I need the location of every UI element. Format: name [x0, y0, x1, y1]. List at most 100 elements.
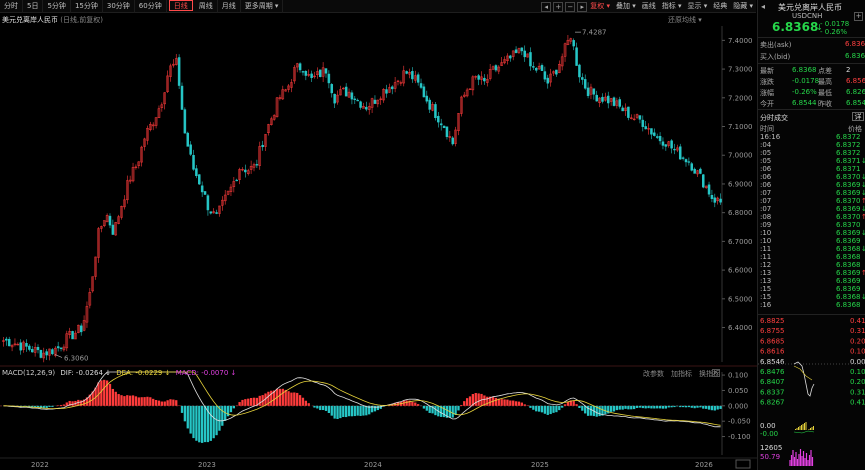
candle-body: [235, 179, 238, 182]
period-tab-8[interactable]: 月线: [218, 0, 241, 13]
divider: [758, 37, 865, 38]
add-watchlist-icon[interactable]: +: [854, 12, 863, 21]
toolbar-button-6[interactable]: 隐藏 ▾: [733, 2, 753, 10]
candle-body: [180, 85, 184, 110]
price-tick-label: 7.0000: [728, 152, 753, 160]
candle-body: [42, 352, 46, 359]
zoom-in-icon[interactable]: +: [553, 1, 564, 12]
mini-pct-label: 0.41%: [850, 317, 865, 325]
period-tab-4[interactable]: 30分钟: [103, 0, 135, 13]
candle-body: [710, 194, 714, 199]
candle-body: [212, 211, 215, 214]
macd-button-2[interactable]: 换指标: [699, 370, 720, 378]
period-tab-9[interactable]: 更多周期 ▾: [241, 0, 284, 13]
mini-macd-label: -0.00: [760, 430, 778, 438]
candle-body: [451, 137, 454, 145]
candle-body: [373, 99, 377, 104]
period-tab-0[interactable]: 分时: [0, 0, 23, 13]
candle-body: [638, 115, 642, 120]
quote-change-abs: - 0.0178: [820, 20, 850, 28]
macd-legend-dif: DIF: -0.0264 ↓: [60, 369, 112, 377]
toolbar-button-0[interactable]: 复权 ▾: [590, 2, 610, 10]
toolbar-button-4[interactable]: 显示 ▾: [687, 2, 708, 10]
trade-arrow-icon: ↓: [861, 229, 865, 237]
candle-body: [77, 324, 80, 333]
trade-time: :04: [760, 141, 772, 149]
period-tab-1[interactable]: 5日: [23, 0, 44, 13]
candle-body: [163, 92, 166, 105]
candle-body: [422, 86, 426, 98]
candle-body: [362, 105, 365, 109]
trade-time: :08: [760, 213, 772, 221]
trades-detail-button[interactable]: 详: [852, 112, 864, 121]
candle-body: [172, 63, 175, 66]
zoom-out-icon[interactable]: −: [565, 1, 576, 12]
candle-body: [278, 97, 282, 99]
divider: [758, 63, 865, 64]
candle-body: [606, 95, 610, 104]
candle-body: [186, 132, 190, 147]
macd-button-0[interactable]: 改参数: [643, 370, 664, 378]
macd-tick-label: 0.000: [728, 402, 748, 410]
toolbar-button-2[interactable]: 画线: [641, 2, 656, 10]
candle-body: [114, 222, 118, 236]
restore-ma-button[interactable]: 还原均线 ▾: [668, 16, 702, 24]
toolbar-button-5[interactable]: 经典: [713, 2, 728, 10]
candle-body: [448, 136, 452, 138]
macd-legend-name: MACD(12,26,9): [2, 369, 56, 377]
close-panel-icon[interactable]: ×: [712, 369, 720, 377]
period-tab-2[interactable]: 5分钟: [43, 0, 71, 13]
ask-value: 6.8369: [845, 40, 865, 48]
candle-body: [506, 55, 509, 61]
candle-body: [399, 82, 403, 84]
candle-body: [13, 343, 17, 346]
candle-body: [108, 215, 112, 226]
candle-body: [353, 98, 357, 100]
candle-body: [39, 349, 43, 358]
candle-body: [437, 115, 440, 123]
candle-body: [382, 88, 385, 101]
candle-body: [687, 161, 691, 163]
candle-body: [719, 198, 722, 203]
mini-intraday-chart[interactable]: 6.8825 0.41% 6.8755 0.31% 6.8685 0.20% 6.8616 0…: [758, 314, 865, 470]
candle-body: [526, 53, 529, 58]
back-icon[interactable]: ◂: [761, 2, 766, 11]
kline-chart[interactable]: 7.4000 7.3000 7.2000 7.1000 7.0000 6.9000 6.80…: [0, 0, 757, 470]
price-tick-label: 7.3000: [728, 66, 753, 74]
prev-icon[interactable]: ◂: [541, 1, 552, 12]
period-tab-5[interactable]: 60分钟: [135, 0, 167, 13]
chart-title: 美元兑离岸人民币 (日线,前复权): [2, 15, 103, 25]
stat-label: 点差: [818, 67, 832, 75]
macd-button-1[interactable]: 加指标: [671, 370, 692, 378]
mini-pct-label: 0.31%: [850, 327, 865, 335]
trade-time: :05: [760, 157, 772, 165]
candle-body: [713, 197, 717, 203]
mini-vol-label: 12605: [760, 444, 782, 452]
period-tab-3[interactable]: 15分钟: [71, 0, 103, 13]
trade-arrow-icon: ↓: [861, 189, 865, 197]
period-tab-6[interactable]: 日线: [168, 0, 193, 11]
period-tab-7[interactable]: 周线: [195, 0, 218, 13]
mini-vol-label: 50.79: [760, 453, 780, 461]
trade-price: 6.8369: [836, 181, 861, 189]
candle-body: [494, 65, 498, 71]
candle-body: [514, 49, 518, 54]
quote-code: USDCNH: [792, 12, 823, 20]
toolbar-button-1[interactable]: 叠加 ▾: [616, 2, 636, 10]
candle-body: [261, 144, 264, 148]
trade-arrow-icon: ↓: [861, 173, 865, 181]
candle-body: [307, 74, 310, 76]
trade-row: :10 6.8369 ↓: [758, 229, 865, 237]
next-icon[interactable]: ▸: [577, 1, 588, 12]
trade-time: :11: [760, 245, 772, 253]
candle-body: [189, 144, 192, 155]
trade-price: 6.8372: [836, 149, 861, 157]
toolbar-button-3[interactable]: 指标 ▾: [661, 2, 682, 10]
scroll-button[interactable]: [735, 459, 751, 469]
trade-price: 6.8369: [836, 205, 861, 213]
candle-body: [272, 115, 276, 120]
ask-label: 卖出(ask): [760, 41, 792, 49]
trade-price: 6.8370: [836, 197, 861, 205]
candle-body: [120, 205, 123, 218]
macd-tick-label: -0.050: [728, 418, 751, 426]
